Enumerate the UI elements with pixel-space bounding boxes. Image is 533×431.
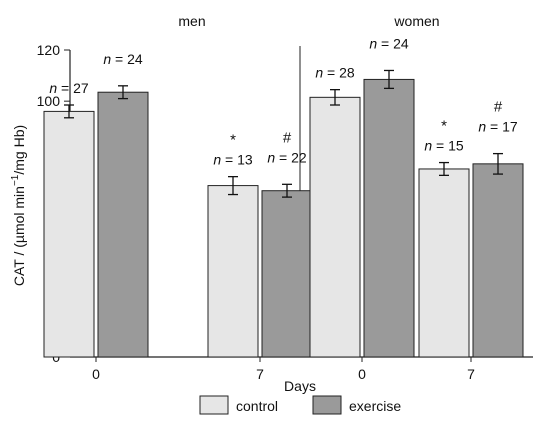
significance-marker: # <box>283 129 292 146</box>
legend-label: control <box>236 398 278 414</box>
bar-group: 7 n = 13 * n = 22 # <box>207 129 313 382</box>
panel-women: women 0 n = 28 n = 24 7 n = 15 * n = 17 # <box>309 13 524 382</box>
n-label: n = 28 <box>315 65 355 81</box>
bar-group: 0 n = 28 n = 24 <box>309 35 415 382</box>
bar-control <box>418 168 470 358</box>
panel-title: women <box>393 13 439 29</box>
panel-title: men <box>178 13 205 29</box>
y-tick-label: 100 <box>37 93 61 109</box>
bar-control <box>207 185 259 358</box>
x-axis-label: Days <box>284 378 316 394</box>
n-label: n = 27 <box>49 80 89 96</box>
x-tick-label: 0 <box>358 366 366 382</box>
n-label: n = 13 <box>213 152 253 168</box>
bar-exercise <box>261 190 313 358</box>
n-label: n = 24 <box>369 35 409 51</box>
significance-marker: # <box>494 99 503 116</box>
y-axis-label: CAT / (µmol min−1/mg Hb) <box>10 125 27 286</box>
bar-exercise <box>363 78 415 358</box>
bar-control <box>43 110 95 358</box>
legend-swatch <box>312 395 342 415</box>
x-tick-label: 0 <box>92 366 100 382</box>
significance-marker: * <box>230 132 236 149</box>
panel-men: men 0 n = 27 n = 24 7 n = 13 * n = 22 # <box>43 13 313 382</box>
legend-swatch <box>199 395 229 415</box>
legend-entry-control: control <box>199 395 278 415</box>
bar-exercise <box>472 163 524 358</box>
legend-label: exercise <box>349 398 401 414</box>
n-label: n = 15 <box>424 138 464 154</box>
legend-entry-exercise: exercise <box>312 395 401 415</box>
n-label: n = 22 <box>267 149 307 165</box>
x-tick-label: 7 <box>467 366 475 382</box>
bar-group: 7 n = 15 * n = 17 # <box>418 99 524 382</box>
bar-group: 0 n = 27 n = 24 <box>43 51 149 382</box>
bar-control <box>309 96 361 358</box>
significance-marker: * <box>441 118 447 135</box>
bar-exercise <box>97 91 149 358</box>
panels: men 0 n = 27 n = 24 7 n = 13 * n = 22 # women 0 n =… <box>43 13 524 382</box>
x-tick-label: 7 <box>256 366 264 382</box>
n-label: n = 17 <box>478 119 518 135</box>
legend: control exercise <box>199 395 401 415</box>
n-label: n = 24 <box>103 51 143 67</box>
y-tick-label: 120 <box>37 42 61 58</box>
